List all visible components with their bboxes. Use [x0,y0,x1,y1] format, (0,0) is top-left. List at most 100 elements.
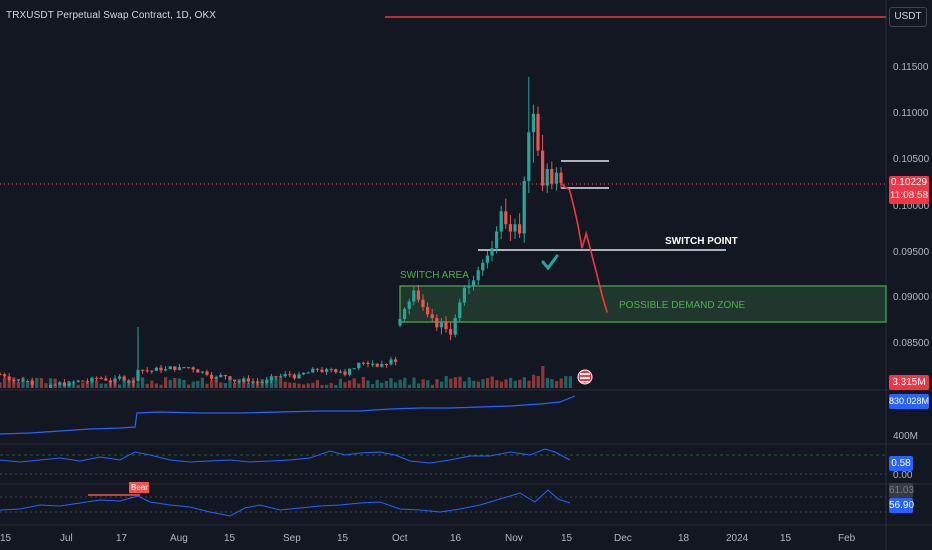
volume-bar [311,382,315,388]
candle-body [196,369,200,373]
candle-body [95,377,99,379]
candle-body [279,376,283,378]
volume-bar [260,379,264,388]
candle-body [435,318,439,328]
volume-bar [302,384,306,388]
time-axis[interactable]: 15 Jul 17 Aug 15 Sep 15 Oct 16 Nov 15 Dec 18 2024 15 Fe… [0,533,856,544]
candle-body [531,113,535,133]
candle-body [426,307,430,315]
volume-bar [306,383,310,388]
volume-bar [99,383,103,388]
candle-body [352,368,356,370]
currency-button[interactable]: USDT [889,7,927,27]
volume-bar [154,383,158,388]
volume-bar [85,381,89,388]
candle-body [99,377,103,379]
candle-body [329,369,333,371]
volume-bar [131,377,135,388]
volume-bar [343,382,347,388]
volume-bar [541,366,545,388]
candle-body [288,374,292,376]
volume-bar [536,375,540,388]
volume-bar [136,383,140,388]
volume-bar [279,377,283,388]
candle-body [145,370,149,372]
candle-body [504,211,508,225]
candle-body [485,255,489,263]
candle-body [223,375,227,377]
volume-bar [522,377,526,388]
candle-body [81,380,85,382]
time-tick: 18 [678,533,690,544]
volume-bar [177,378,181,388]
candle-body [394,359,398,362]
price-tick: 0.10500 [893,154,930,165]
volume-bar [559,378,563,388]
volume-bar [426,380,430,388]
candle-body [283,374,287,377]
candle-body [412,290,416,302]
volume-bar [118,384,122,388]
volume-bar [182,379,186,388]
volume-bar [196,380,200,388]
volume-bar [357,383,361,388]
candle-body [187,367,191,369]
candle-body [550,169,554,184]
obv-line [0,395,576,435]
candle-body [403,308,407,319]
volume-bar [403,377,407,388]
projection-path [560,182,608,313]
volume-bar [334,384,338,388]
price-tick: 0.09000 [893,292,930,303]
volume-bar [288,382,292,388]
time-tick: 16 [450,533,462,544]
volume-bar [251,381,255,388]
candle-body [527,132,531,181]
volume-bar [361,377,365,388]
volume-bar [430,384,434,388]
volume-bar [223,383,227,388]
volume-bar [463,381,467,388]
candle-body [439,321,443,328]
rsi-line [0,489,571,517]
candle-body [357,362,361,369]
volume-bar [555,381,559,388]
volume-bar [568,376,572,388]
volume-bar [62,384,66,388]
countdown: 11:08:58 [889,190,929,201]
bear-label: Bear [131,483,148,492]
volume-bar [265,378,269,388]
candle-body [325,369,329,372]
candle-body [453,318,457,335]
volume-bar [219,382,223,388]
volume-bar [412,377,416,388]
candle-body [246,378,250,382]
volume-bar [274,377,278,388]
bear-badge [129,482,149,493]
candle-body [389,359,393,365]
volume-bar [53,378,57,388]
volume-bar [168,379,172,388]
volume-bar [504,379,508,388]
rsi-value-tag: 56.90 [889,498,915,513]
volume-bar [16,381,20,388]
flag-icon[interactable] [577,369,593,385]
candle-body [141,369,145,371]
demand-zone-box[interactable] [399,285,887,323]
price-axis[interactable]: 0.11500 0.11000 0.10500 0.10000 0.09500 … [893,62,930,481]
volume-bar [269,380,273,388]
time-tick: 17 [116,533,128,544]
volume-bars [0,366,572,388]
volume-bar [545,377,549,388]
osc-value-tag: 0.58 [889,456,913,471]
candle-body [495,231,499,249]
volume-bar [481,379,485,388]
time-tick: 15 [780,533,792,544]
volume-bar [228,377,232,388]
candle-body [150,370,154,372]
candle-body [136,369,140,381]
candle-body [481,262,485,271]
volume-bar [518,379,522,388]
volume-bar [527,380,531,388]
